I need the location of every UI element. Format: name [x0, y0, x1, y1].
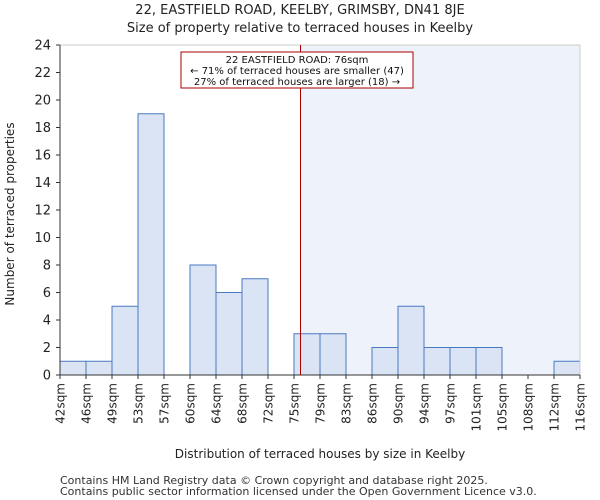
histogram-bar	[397, 305, 425, 376]
y-axis-label: Number of terraced properties	[3, 122, 17, 305]
y-tick-label: 6	[43, 286, 51, 301]
x-tick-label: 46sqm	[80, 383, 94, 424]
y-tick-label: 14	[34, 176, 51, 191]
footer-copyright: Contains HM Land Registry data © Crown c…	[60, 474, 488, 487]
x-tick-label: 112sqm	[548, 383, 562, 431]
x-tick-label: 94sqm	[418, 383, 432, 424]
x-axis-label: Distribution of terraced houses by size …	[175, 447, 465, 461]
x-tick-label: 101sqm	[470, 383, 484, 431]
chart-subtitle: Size of property relative to terraced ho…	[126, 21, 474, 36]
y-tick-label: 18	[34, 121, 51, 136]
annotation-line: 27% of terraced houses are larger (18) →	[194, 77, 400, 88]
annotation-line: ← 71% of terraced houses are smaller (47…	[190, 66, 404, 77]
annotation-line: 22 EASTFIELD ROAD: 76sqm	[226, 55, 369, 66]
histogram-bar	[215, 292, 243, 376]
y-tick-label: 4	[43, 314, 51, 329]
histogram-bar	[449, 347, 477, 376]
x-tick-label: 83sqm	[340, 383, 354, 424]
x-tick-label: 68sqm	[236, 383, 250, 424]
y-tick-label: 16	[34, 149, 51, 164]
x-tick-label: 108sqm	[522, 383, 536, 431]
x-tick-label: 72sqm	[262, 383, 276, 424]
x-tick-label: 53sqm	[132, 383, 146, 424]
x-tick-label: 49sqm	[106, 383, 120, 424]
y-tick-label: 2	[43, 341, 51, 356]
histogram-bar	[371, 347, 399, 376]
histogram-bar	[319, 333, 347, 376]
histogram-bar	[59, 360, 87, 376]
x-tick-label: 116sqm	[574, 383, 588, 431]
x-tick-label: 86sqm	[366, 383, 380, 424]
x-tick-label: 75sqm	[288, 383, 302, 424]
chart-title: 22, EASTFIELD ROAD, KEELBY, GRIMSBY, DN4…	[135, 3, 465, 18]
y-tick-label: 22	[34, 66, 51, 81]
histogram-bar	[111, 305, 139, 376]
larger-region-highlight	[300, 45, 580, 375]
histogram-bar	[85, 360, 113, 376]
x-tick-label: 42sqm	[54, 383, 68, 424]
y-tick-label: 24	[34, 39, 51, 54]
y-tick-label: 12	[34, 204, 51, 219]
y-tick-label: 0	[43, 369, 51, 384]
histogram-bar	[423, 347, 451, 376]
x-tick-label: 60sqm	[184, 383, 198, 424]
x-tick-label: 97sqm	[444, 383, 458, 424]
histogram-bar	[241, 278, 269, 376]
x-tick-label: 105sqm	[496, 383, 510, 431]
histogram-bar	[189, 264, 217, 376]
histogram-bar	[293, 333, 321, 376]
annotation-box	[180, 51, 414, 89]
x-tick-label: 90sqm	[392, 383, 406, 424]
x-tick-label: 57sqm	[158, 383, 172, 424]
histogram-bar	[553, 360, 581, 376]
x-tick-label: 64sqm	[210, 383, 224, 424]
y-tick-label: 20	[34, 94, 51, 109]
histogram-bar	[475, 347, 503, 376]
footer-licence: Contains public sector information licen…	[60, 485, 537, 498]
histogram-bar	[137, 113, 165, 376]
y-tick-label: 10	[34, 231, 51, 246]
y-tick-label: 8	[43, 259, 51, 274]
x-tick-label: 79sqm	[314, 383, 328, 424]
